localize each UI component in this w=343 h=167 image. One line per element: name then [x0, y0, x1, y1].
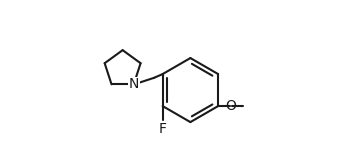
Text: O: O [225, 99, 236, 113]
Text: N: N [129, 77, 139, 91]
Text: F: F [159, 122, 167, 136]
